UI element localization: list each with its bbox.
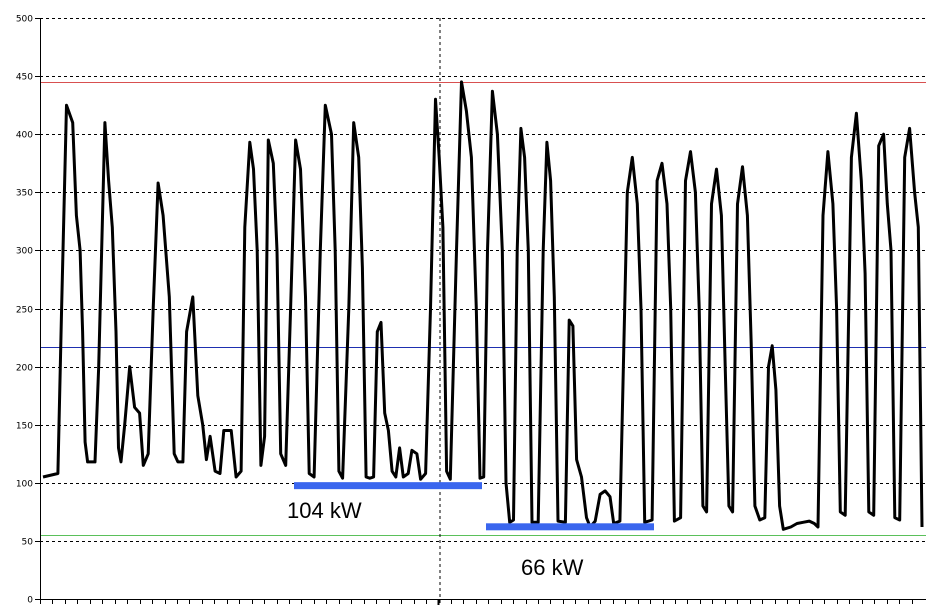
x-axis-ticks	[40, 599, 913, 605]
annotation-label-104kw: 104 kW	[287, 498, 362, 523]
y-tick-label-450: 450	[16, 73, 33, 83]
annotation-bar-104kw	[294, 482, 482, 490]
y-tick-label-300: 300	[16, 247, 33, 257]
annotation-bar-66kw	[486, 523, 654, 531]
y-tick-label-50: 50	[22, 538, 34, 548]
series-group	[42, 80, 924, 531]
series-line-power	[42, 80, 924, 531]
y-tick-label-250: 250	[16, 306, 33, 316]
annotation-label-66kw: 66 kW	[521, 555, 584, 580]
y-tick-label-0: 0	[27, 596, 33, 605]
y-tick-label-350: 350	[16, 189, 33, 199]
y-tick-label-500: 500	[16, 15, 33, 25]
annotations: 104 kW 66 kW	[287, 482, 654, 580]
axes	[40, 18, 926, 600]
reference-lines	[40, 82, 926, 536]
y-tick-label-150: 150	[16, 422, 33, 432]
y-tick-label-200: 200	[16, 364, 33, 374]
y-tick-label-400: 400	[16, 131, 33, 141]
y-tick-label-100: 100	[16, 480, 33, 490]
y-axis-ticks: 0 50 100 150 200 250 300 350 400 450 500	[16, 15, 40, 605]
